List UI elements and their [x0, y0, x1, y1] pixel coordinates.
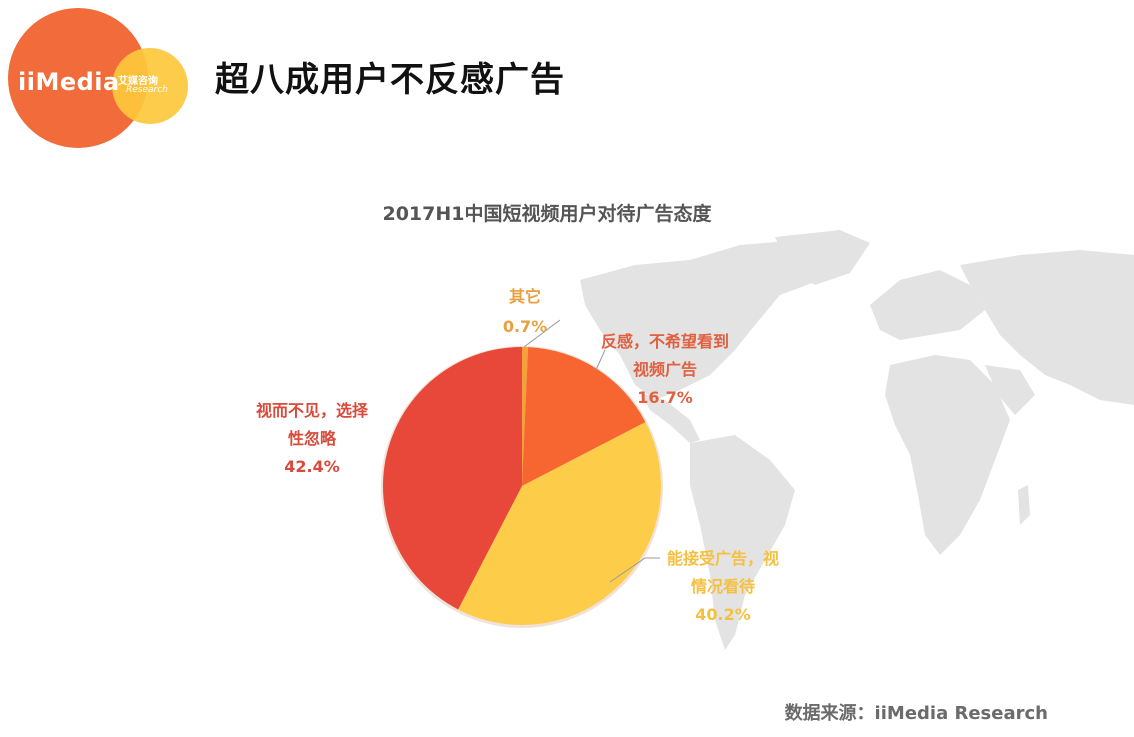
leader-line — [523, 319, 561, 348]
pie-slice — [522, 347, 646, 486]
slice-label: 反感，不希望看到 视频广告 16.7% — [565, 328, 765, 412]
pie-slice — [382, 347, 522, 610]
logo-yellow-circle — [112, 48, 188, 124]
slice-label-line: 视频广告 — [632, 360, 697, 379]
slice-label-line: 视而不见，选择 — [255, 401, 368, 420]
slice-value: 16.7% — [637, 388, 693, 407]
leader-line — [609, 557, 660, 583]
slice-label: 视而不见，选择 性忽略 42.4% — [212, 397, 412, 481]
slice-label-line: 情况看待 — [690, 577, 755, 596]
leader-line — [595, 349, 606, 371]
slice-value: 0.7% — [502, 317, 548, 336]
chart-title: 2017H1中国短视频用户对待广告态度 — [382, 203, 712, 225]
pie-slice — [522, 347, 529, 486]
pie-slice — [458, 422, 662, 625]
world-map-background — [580, 230, 1134, 650]
slice-value: 40.2% — [695, 605, 751, 624]
slice-label-line: 其它 — [508, 287, 541, 306]
imedia-logo: iiMedia 艾媒咨询 Research — [0, 0, 200, 160]
slice-label: 其它 0.7% — [425, 282, 625, 342]
slice-value: 42.4% — [284, 457, 340, 476]
slice-label-line: 性忽略 — [287, 429, 336, 448]
logo-en-text: Research — [126, 85, 168, 95]
slice-label: 能接受广告，视 情况看待 40.2% — [623, 545, 823, 629]
slice-label-line: 能接受广告，视 — [666, 549, 779, 568]
logo-cn-text: 艾媒咨询 — [118, 76, 158, 87]
logo-brand-text: iiMedia — [18, 68, 120, 96]
page-title: 超八成用户不反感广告 — [215, 60, 565, 100]
data-source: 数据来源：iiMedia Research — [784, 703, 1048, 724]
slice-label-line: 反感，不希望看到 — [600, 332, 729, 351]
